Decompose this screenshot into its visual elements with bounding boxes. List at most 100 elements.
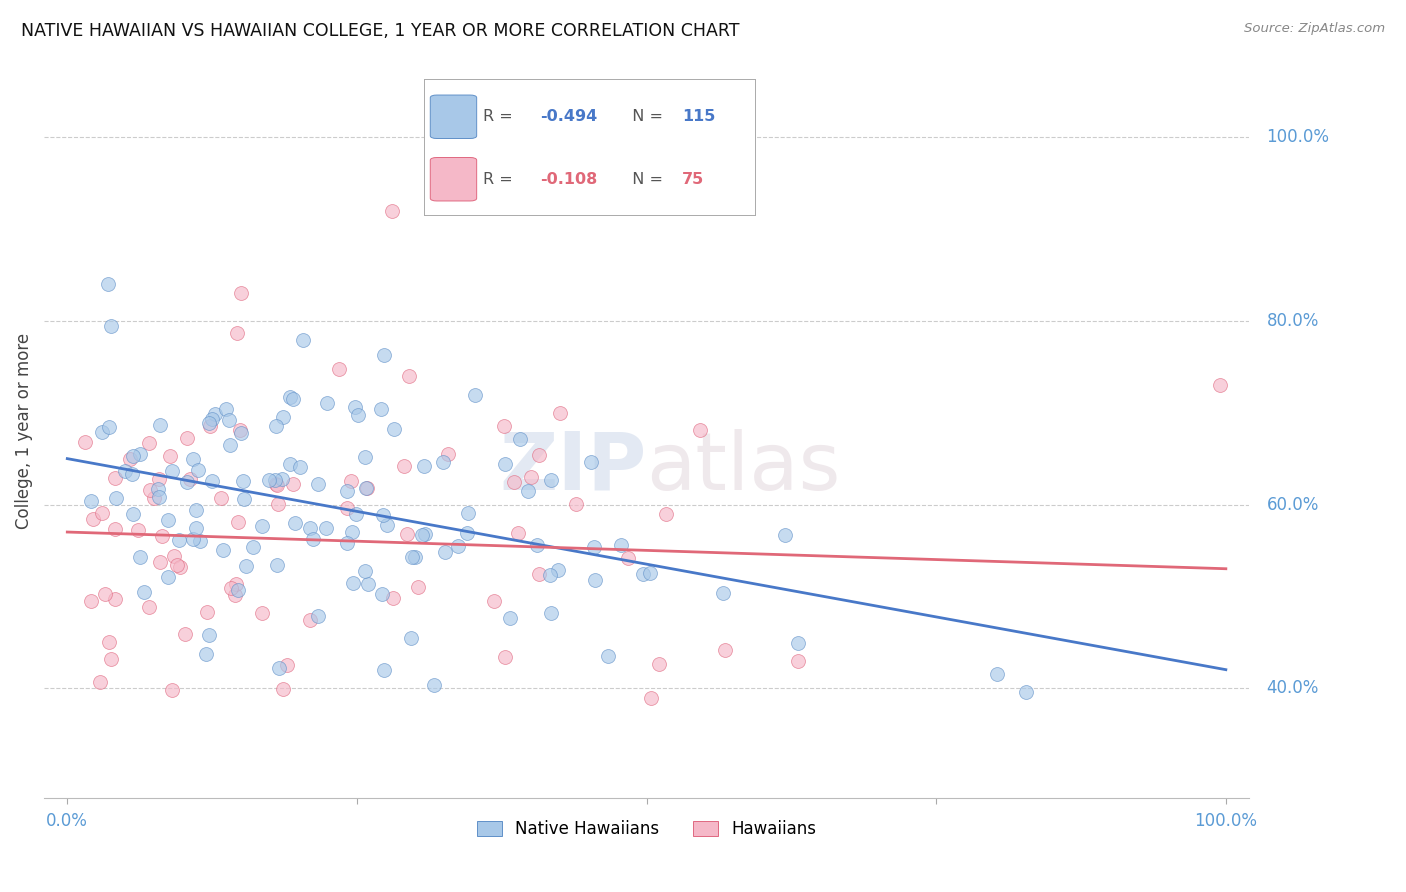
Point	[184, 521, 207, 535]
Point	[494, 419, 516, 434]
Text: 40.0%: 40.0%	[1267, 679, 1319, 697]
Point	[212, 543, 235, 558]
Point	[457, 506, 479, 520]
Text: ZIP: ZIP	[499, 429, 647, 507]
Point	[89, 674, 111, 689]
Point	[104, 491, 127, 505]
Point	[138, 599, 160, 614]
Point	[90, 425, 112, 439]
Text: 80.0%: 80.0%	[1267, 312, 1319, 330]
Point	[516, 484, 538, 499]
Point	[342, 576, 364, 591]
Point	[344, 400, 367, 414]
Point	[1209, 378, 1232, 392]
Point	[447, 539, 470, 553]
Point	[271, 681, 294, 696]
Point	[422, 678, 444, 692]
Point	[276, 658, 298, 673]
Point	[157, 569, 180, 583]
Point	[134, 585, 156, 599]
Point	[219, 437, 242, 451]
Point	[280, 457, 302, 471]
Point	[340, 525, 363, 540]
Point	[198, 416, 221, 430]
Point	[139, 483, 162, 497]
Point	[598, 648, 620, 663]
Y-axis label: College, 1 year or more: College, 1 year or more	[15, 333, 32, 529]
Point	[617, 550, 640, 565]
Point	[375, 517, 398, 532]
Point	[219, 581, 242, 595]
Point	[157, 514, 180, 528]
Point	[149, 555, 172, 569]
Point	[583, 573, 606, 587]
Point	[218, 412, 240, 426]
Point	[283, 392, 305, 406]
Text: 100.0%: 100.0%	[1267, 128, 1330, 146]
Point	[494, 458, 516, 472]
Point	[104, 471, 127, 485]
Point	[142, 491, 165, 506]
Point	[583, 540, 606, 554]
Point	[356, 481, 378, 495]
Point	[278, 390, 301, 404]
Point	[181, 532, 204, 546]
Point	[773, 527, 796, 541]
Point	[631, 566, 654, 581]
Point	[564, 497, 586, 511]
Point	[357, 577, 380, 591]
Point	[225, 326, 247, 341]
Point	[94, 587, 117, 601]
Point	[540, 606, 562, 620]
Point	[413, 527, 436, 541]
Point	[204, 407, 226, 421]
Point	[266, 497, 288, 511]
Point	[373, 508, 395, 522]
Point	[80, 594, 103, 608]
Point	[640, 690, 662, 705]
Point	[148, 491, 170, 505]
Point	[519, 470, 541, 484]
Point	[506, 526, 529, 541]
Point	[547, 564, 569, 578]
Point	[411, 527, 433, 541]
Text: 100.0%: 100.0%	[1194, 812, 1257, 830]
Point	[242, 540, 264, 554]
Point	[231, 426, 253, 441]
Point	[494, 650, 516, 665]
Point	[786, 636, 808, 650]
Point	[120, 452, 142, 467]
Point	[398, 369, 420, 384]
Point	[548, 406, 571, 420]
Point	[527, 448, 550, 462]
Point	[174, 627, 197, 641]
Point	[336, 483, 359, 498]
Point	[90, 506, 112, 520]
Point	[711, 585, 734, 599]
Text: Source: ZipAtlas.com: Source: ZipAtlas.com	[1244, 22, 1385, 36]
Point	[392, 458, 415, 473]
Point	[292, 333, 315, 347]
Point	[315, 396, 337, 410]
Point	[538, 567, 561, 582]
Point	[270, 472, 292, 486]
Point	[100, 652, 122, 666]
Point	[714, 642, 737, 657]
Point	[226, 515, 249, 529]
Point	[526, 538, 548, 552]
Point	[162, 682, 184, 697]
Text: atlas: atlas	[647, 429, 841, 507]
Point	[209, 491, 232, 505]
Point	[128, 549, 150, 564]
Point	[413, 458, 436, 473]
Point	[406, 580, 429, 594]
Point	[229, 286, 252, 301]
Point	[638, 566, 661, 581]
Point	[404, 549, 426, 564]
Point	[579, 455, 602, 469]
Point	[257, 473, 280, 487]
Point	[200, 412, 222, 426]
Point	[184, 502, 207, 516]
Point	[80, 494, 103, 508]
Point	[148, 472, 170, 486]
